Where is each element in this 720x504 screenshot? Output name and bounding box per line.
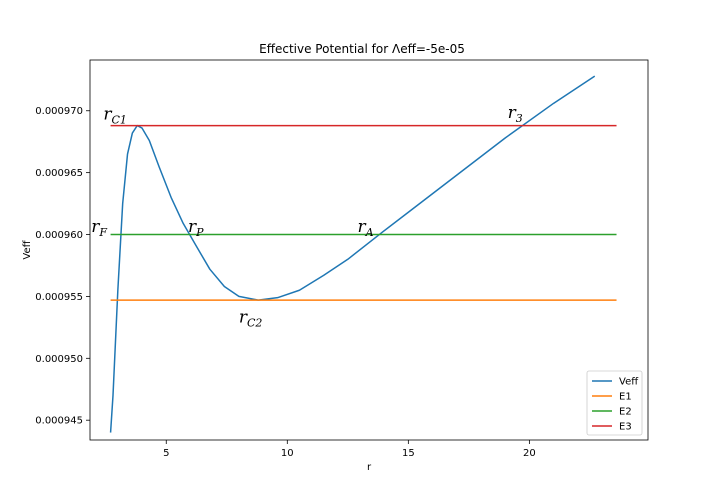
x-tick-label: 5 (163, 448, 169, 459)
annotation-subscript: C2 (247, 316, 262, 329)
annotation-r-3: r3 (508, 103, 523, 125)
y-axis-label: Veff (22, 239, 33, 259)
annotation-r-c1: rC1 (103, 104, 127, 126)
legend-label-veff: Veff (619, 377, 639, 388)
x-tick-label: 10 (281, 448, 294, 459)
plot-area (89, 59, 649, 441)
annotation-base: r (508, 103, 517, 123)
annotation-r-a: rA (358, 217, 374, 239)
legend-box (586, 370, 643, 436)
legend: Veff E1 E2 E3 (586, 370, 643, 436)
y-tick-label: 0.000960 (35, 230, 83, 241)
annotation-subscript: A (365, 226, 374, 239)
annotation-r-c2: rC2 (239, 307, 263, 329)
x-tick-label: 20 (523, 448, 536, 459)
series-line-veff (109, 75, 596, 433)
x-axis: 5 10 15 20 (163, 440, 536, 459)
y-tick-label: 0.000945 (35, 416, 83, 427)
annotation-base: r (91, 217, 100, 237)
x-axis-label: r (367, 462, 372, 473)
annotation-subscript: 3 (516, 112, 523, 125)
annotation-base: r (188, 217, 197, 237)
legend-label-e3: E3 (619, 422, 632, 433)
annotation-r-f: rF (91, 217, 107, 239)
y-axis: 0.000945 0.000950 0.000955 0.000960 0.000965… (35, 106, 90, 427)
annotation-r-p: rP (188, 217, 204, 239)
annotation-subscript: P (195, 226, 204, 239)
annotation-base: r (239, 307, 248, 327)
x-tick-label: 15 (402, 448, 415, 459)
legend-label-e2: E2 (619, 407, 632, 418)
series-layer (109, 75, 617, 433)
annotation-subscript: C1 (111, 113, 126, 126)
y-tick-label: 0.000950 (35, 354, 83, 365)
y-tick-label: 0.000955 (35, 292, 83, 303)
legend-label-e1: E1 (619, 392, 632, 403)
annotation-base: r (103, 104, 112, 124)
annotation-base: r (358, 217, 367, 237)
y-tick-label: 0.000965 (35, 168, 83, 179)
y-tick-label: 0.000970 (35, 106, 83, 117)
chart-title: Effective Potential for Λeff=-5e-05 (259, 42, 465, 56)
annotation-subscript: F (98, 226, 107, 239)
